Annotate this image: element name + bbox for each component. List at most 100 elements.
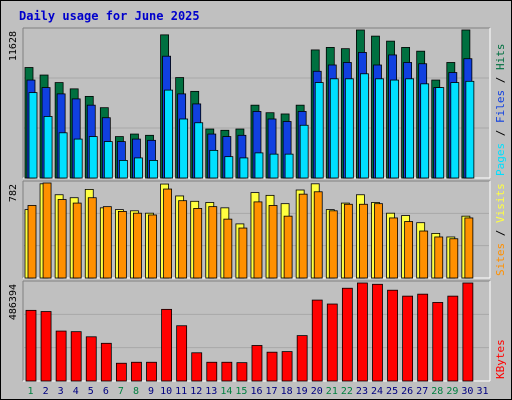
bar-pages-day-16 bbox=[254, 152, 264, 179]
bar-sites-day-23 bbox=[359, 203, 368, 279]
bar-sites-day-12 bbox=[193, 208, 203, 279]
bar-sites-day-18 bbox=[283, 215, 293, 279]
day-label-21: 21 bbox=[326, 386, 338, 397]
bar-pages-day-24 bbox=[375, 78, 384, 179]
bar-sites-day-22 bbox=[343, 203, 353, 279]
bar-pages-day-21 bbox=[329, 78, 339, 179]
bar-kbytes-day-4 bbox=[70, 331, 82, 382]
day-label-31: 31 bbox=[476, 386, 488, 397]
bar-pages-day-4 bbox=[73, 138, 83, 179]
bar-kbytes-day-14 bbox=[221, 361, 233, 382]
bar-sites-day-19 bbox=[298, 193, 308, 279]
bar-pages-day-1 bbox=[28, 92, 38, 179]
bar-sites-day-25 bbox=[389, 217, 398, 279]
day-label-12: 12 bbox=[190, 386, 202, 397]
bar-kbytes-day-1 bbox=[25, 309, 37, 382]
bar-pages-day-22 bbox=[344, 78, 354, 179]
bar-kbytes-day-25 bbox=[387, 289, 398, 382]
panel-visits-sites-max-label: 782 bbox=[8, 184, 19, 202]
day-label-13: 13 bbox=[205, 386, 217, 397]
bar-kbytes-day-28 bbox=[432, 302, 444, 382]
bar-sites-day-10 bbox=[163, 188, 172, 279]
bar-kbytes-day-3 bbox=[55, 330, 67, 382]
day-label-25: 25 bbox=[386, 386, 398, 397]
bar-kbytes-day-29 bbox=[447, 295, 459, 382]
bar-kbytes-day-23 bbox=[357, 282, 368, 382]
legend-entry-2: Files bbox=[494, 90, 507, 123]
bar-pages-day-23 bbox=[360, 73, 369, 179]
bar-kbytes-day-16 bbox=[251, 345, 263, 382]
bar-sites-day-16 bbox=[253, 201, 263, 279]
legend-entry-0: Sites bbox=[494, 243, 507, 276]
bar-sites-day-13 bbox=[208, 206, 218, 279]
bar-kbytes-day-22 bbox=[341, 287, 353, 382]
bar-pages-day-14 bbox=[224, 156, 234, 179]
day-label-28: 28 bbox=[431, 386, 443, 397]
bar-sites-day-15 bbox=[238, 227, 248, 279]
legend-entry-0: KBytes bbox=[494, 339, 507, 379]
day-label-26: 26 bbox=[401, 386, 413, 397]
bar-sites-day-1 bbox=[27, 205, 37, 279]
day-label-1: 1 bbox=[28, 386, 34, 397]
bar-kbytes-day-9 bbox=[146, 361, 157, 382]
bar-pages-day-13 bbox=[209, 149, 219, 179]
bar-kbytes-day-5 bbox=[85, 336, 97, 382]
day-label-11: 11 bbox=[175, 386, 187, 397]
bar-kbytes-day-7 bbox=[115, 362, 127, 382]
bar-kbytes-day-26 bbox=[402, 295, 414, 382]
day-label-3: 3 bbox=[58, 386, 64, 397]
bar-sites-day-20 bbox=[313, 191, 323, 279]
bar-sites-day-30 bbox=[464, 217, 474, 279]
bar-sites-day-28 bbox=[434, 236, 444, 279]
bar-sites-day-8 bbox=[133, 212, 142, 279]
bar-kbytes-day-17 bbox=[266, 351, 278, 382]
bar-pages-day-10 bbox=[164, 89, 173, 179]
day-label-8: 8 bbox=[133, 386, 139, 397]
bar-pages-day-15 bbox=[239, 157, 249, 179]
panel-kbytes-legend: KBytes bbox=[494, 339, 507, 379]
bar-kbytes-day-2 bbox=[40, 311, 52, 382]
day-label-27: 27 bbox=[416, 386, 428, 397]
day-label-23: 23 bbox=[356, 386, 368, 397]
bar-pages-day-2 bbox=[43, 116, 53, 179]
bar-sites-day-27 bbox=[419, 230, 429, 279]
bar-sites-day-6 bbox=[102, 206, 112, 279]
legend-entry-2: Visits bbox=[494, 183, 507, 223]
bar-sites-day-26 bbox=[404, 221, 414, 279]
bar-sites-day-5 bbox=[87, 197, 97, 279]
bar-kbytes-day-6 bbox=[100, 342, 112, 382]
bar-sites-day-24 bbox=[374, 203, 383, 279]
bar-pages-day-7 bbox=[118, 160, 128, 179]
day-label-30: 30 bbox=[461, 386, 473, 397]
bar-kbytes-day-15 bbox=[236, 362, 248, 382]
bar-pages-day-5 bbox=[88, 136, 98, 179]
bar-sites-day-3 bbox=[57, 199, 67, 279]
chart-title: Daily usage for June 2025 bbox=[19, 9, 200, 23]
bar-kbytes-day-19 bbox=[296, 335, 308, 382]
day-label-4: 4 bbox=[73, 386, 79, 397]
bar-kbytes-day-24 bbox=[372, 283, 383, 382]
legend-entry-4: Hits bbox=[494, 44, 507, 71]
bar-pages-day-29 bbox=[450, 82, 460, 179]
bar-kbytes-day-20 bbox=[311, 299, 323, 382]
bar-sites-day-2 bbox=[42, 182, 52, 279]
bar-sites-day-29 bbox=[449, 238, 459, 279]
bar-pages-day-8 bbox=[134, 157, 143, 179]
day-label-5: 5 bbox=[88, 386, 94, 397]
bar-kbytes-day-12 bbox=[191, 352, 203, 382]
day-label-15: 15 bbox=[235, 386, 247, 397]
day-label-10: 10 bbox=[160, 386, 172, 397]
day-label-22: 22 bbox=[341, 386, 353, 397]
bar-pages-day-3 bbox=[58, 132, 68, 179]
bar-pages-day-18 bbox=[284, 153, 294, 179]
panel-visits-sites-legend: Sites / Visits bbox=[494, 183, 507, 276]
bar-kbytes-day-27 bbox=[417, 293, 429, 382]
bar-sites-day-11 bbox=[178, 200, 188, 279]
bar-pages-day-9 bbox=[149, 160, 158, 179]
day-label-19: 19 bbox=[296, 386, 308, 397]
bar-kbytes-day-11 bbox=[176, 325, 188, 382]
bar-sites-day-17 bbox=[268, 205, 278, 279]
legend-entry-1: / bbox=[494, 223, 507, 243]
